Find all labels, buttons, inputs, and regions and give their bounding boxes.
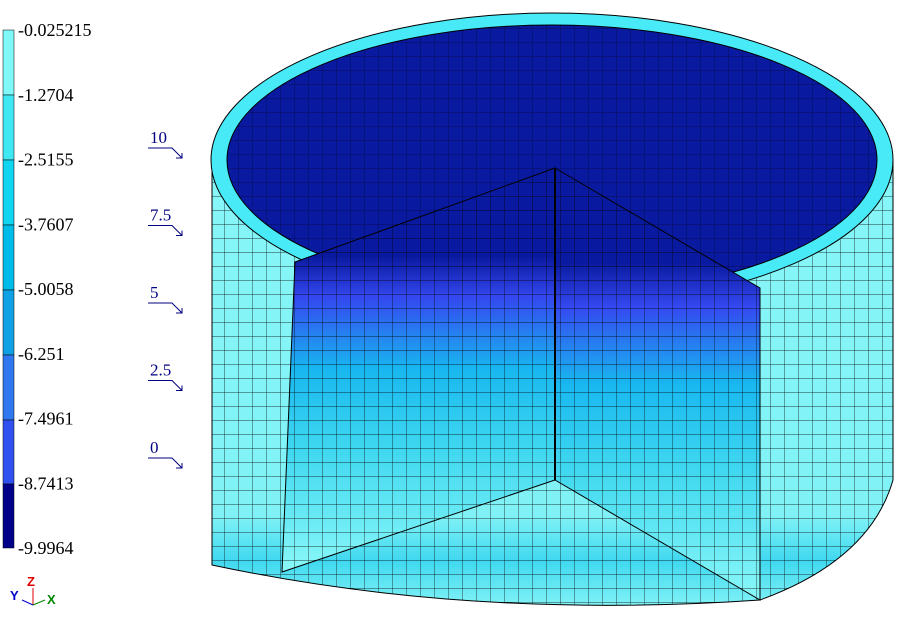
legend-labels: -0.025215 -1.2704 -2.5155 -3.7607 -5.0058 -6.… <box>18 20 92 558</box>
legend-swatch <box>2 354 15 421</box>
legend-label: -3.7607 <box>18 214 74 234</box>
x-arrow <box>32 599 46 606</box>
y-label: Y <box>10 588 19 603</box>
legend-label: -8.7413 <box>18 473 74 493</box>
level-markers: 10 7.5 5 2.5 0 <box>148 128 183 469</box>
legend-label: -6.251 <box>18 344 65 364</box>
level-label: 7.5 <box>150 206 171 225</box>
legend-swatch <box>2 94 15 161</box>
legend-swatch <box>2 224 15 291</box>
level-marker <box>148 147 183 159</box>
level-label: 10 <box>150 128 167 147</box>
legend-swatch <box>2 159 15 226</box>
level-marker <box>148 225 183 236</box>
legend-swatch <box>2 289 15 356</box>
level-label: 5 <box>150 283 159 302</box>
legend-swatch <box>2 29 15 96</box>
legend-swatch <box>2 419 15 485</box>
legend-label: -7.4961 <box>18 409 74 429</box>
y-arrow <box>21 599 34 606</box>
level-marker <box>148 302 183 314</box>
legend-swatch <box>2 483 15 549</box>
legend-label: -1.2704 <box>18 85 74 105</box>
cut-mesh-right <box>555 168 760 600</box>
model <box>210 12 894 606</box>
cut-mesh-left <box>282 168 555 572</box>
level-marker <box>148 380 183 391</box>
level-marker <box>148 457 183 469</box>
z-label: Z <box>27 574 35 589</box>
legend-label: -9.9964 <box>18 538 74 558</box>
legend <box>2 29 15 549</box>
x-label: X <box>47 592 56 607</box>
axis-triad: Z Y X <box>10 574 56 607</box>
legend-label: -5.0058 <box>18 279 74 299</box>
legend-label: -2.5155 <box>18 150 74 170</box>
level-label: 2.5 <box>150 361 171 380</box>
legend-label: -0.025215 <box>18 20 92 40</box>
level-label: 0 <box>150 438 159 457</box>
